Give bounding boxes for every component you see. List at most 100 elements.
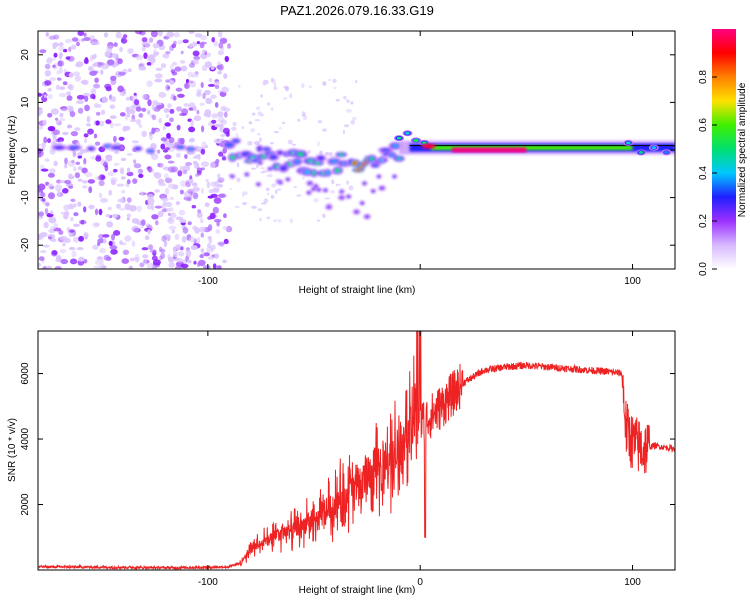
noise-speckle	[84, 104, 90, 112]
noise-speckle	[173, 40, 177, 46]
noise-speckle	[346, 180, 349, 185]
noise-speckle	[227, 43, 231, 49]
noise-speckle	[113, 230, 121, 236]
noise-speckle	[119, 112, 126, 117]
carrier-blob	[335, 168, 341, 173]
snr-xtick-label: -100	[198, 577, 218, 588]
noise-speckle	[73, 212, 79, 217]
colorbar-tick-label: 0.0	[698, 262, 709, 276]
noise-speckle	[48, 236, 52, 240]
noise-speckle	[93, 265, 102, 269]
carrier-blob	[304, 170, 311, 174]
noise-speckle	[162, 53, 170, 59]
noise-speckle	[91, 41, 95, 45]
noise-speckle	[77, 107, 84, 114]
noise-speckle	[217, 31, 223, 38]
noise-speckle	[158, 246, 163, 253]
noise-speckle	[77, 155, 83, 159]
noise-speckle	[185, 249, 192, 257]
noise-speckle	[105, 119, 112, 124]
noise-speckle	[116, 183, 125, 187]
noise-speckle	[179, 219, 187, 223]
noise-speckle	[193, 187, 200, 192]
noise-speckle	[225, 131, 230, 137]
carrier-blob	[264, 147, 269, 151]
noise-speckle	[103, 238, 107, 244]
noise-speckle	[94, 77, 99, 83]
noise-speckle	[99, 247, 107, 254]
carrier-blob	[297, 152, 304, 157]
noise-speckle	[221, 157, 227, 161]
noise-speckle	[42, 119, 47, 126]
noise-speckle	[141, 247, 149, 251]
noise-speckle	[38, 183, 46, 191]
noise-speckle	[39, 232, 48, 238]
noise-speckle	[161, 208, 167, 213]
noise-speckle	[251, 112, 256, 116]
noise-speckle	[199, 42, 205, 49]
noise-speckle	[98, 180, 105, 187]
noise-speckle	[64, 162, 68, 169]
noise-speckle	[207, 242, 211, 249]
noise-speckle	[58, 46, 65, 52]
noise-speckle	[40, 250, 47, 254]
noise-speckle	[207, 256, 215, 260]
noise-speckle	[251, 167, 256, 170]
noise-speckle	[66, 183, 74, 187]
noise-speckle	[125, 96, 130, 101]
noise-speckle	[139, 262, 145, 268]
noise-speckle	[182, 170, 188, 175]
noise-speckle	[128, 68, 132, 73]
carrier-blob	[371, 190, 375, 193]
noise-speckle	[122, 34, 128, 39]
noise-speckle	[81, 79, 89, 86]
noise-speckle	[165, 114, 169, 118]
noise-speckle	[69, 111, 76, 118]
noise-speckle	[250, 128, 255, 133]
noise-speckle	[317, 120, 322, 124]
noise-speckle	[324, 152, 330, 156]
noise-speckle	[113, 135, 117, 143]
noise-speckle	[58, 66, 63, 74]
noise-speckle	[242, 201, 247, 206]
noise-speckle	[58, 42, 64, 47]
noise-speckle	[203, 112, 208, 117]
noise-speckle	[164, 187, 170, 195]
noise-speckle	[270, 107, 274, 111]
noise-speckle	[180, 50, 184, 55]
noise-speckle	[213, 197, 222, 204]
noise-speckle	[62, 242, 66, 247]
noise-speckle	[224, 55, 229, 63]
noise-speckle	[102, 234, 110, 238]
noise-speckle	[66, 95, 73, 101]
noise-speckle	[70, 217, 74, 222]
noise-speckle	[77, 201, 82, 207]
noise-speckle	[85, 123, 92, 127]
noise-speckle	[193, 160, 198, 165]
colorbar-tick-label: 0.2	[698, 214, 709, 228]
noise-speckle	[236, 177, 241, 183]
noise-speckle	[201, 49, 207, 55]
noise-speckle	[118, 136, 125, 141]
colorbar-ticks: 0.0 0.2 0.4 0.6 0.8	[698, 70, 717, 276]
noise-speckle	[48, 216, 57, 224]
noise-speckle	[179, 113, 187, 117]
noise-speckle	[92, 244, 99, 250]
noise-speckle	[190, 245, 198, 251]
noise-speckle	[100, 175, 106, 180]
noise-speckle	[147, 197, 155, 205]
noise-speckle	[130, 118, 137, 123]
carrier-blob	[651, 146, 657, 150]
spectrogram-marks	[38, 31, 675, 269]
noise-speckle	[303, 115, 308, 121]
noise-speckle	[78, 256, 85, 262]
noise-speckle	[153, 172, 157, 176]
noise-speckle	[41, 198, 46, 202]
noise-speckle	[136, 106, 142, 112]
noise-speckle	[127, 167, 131, 173]
noise-speckle	[160, 143, 166, 150]
noise-speckle	[171, 61, 178, 66]
snr-xlabel: Height of straight line (km)	[299, 585, 416, 596]
noise-speckle	[52, 42, 59, 48]
noise-speckle	[193, 260, 197, 265]
